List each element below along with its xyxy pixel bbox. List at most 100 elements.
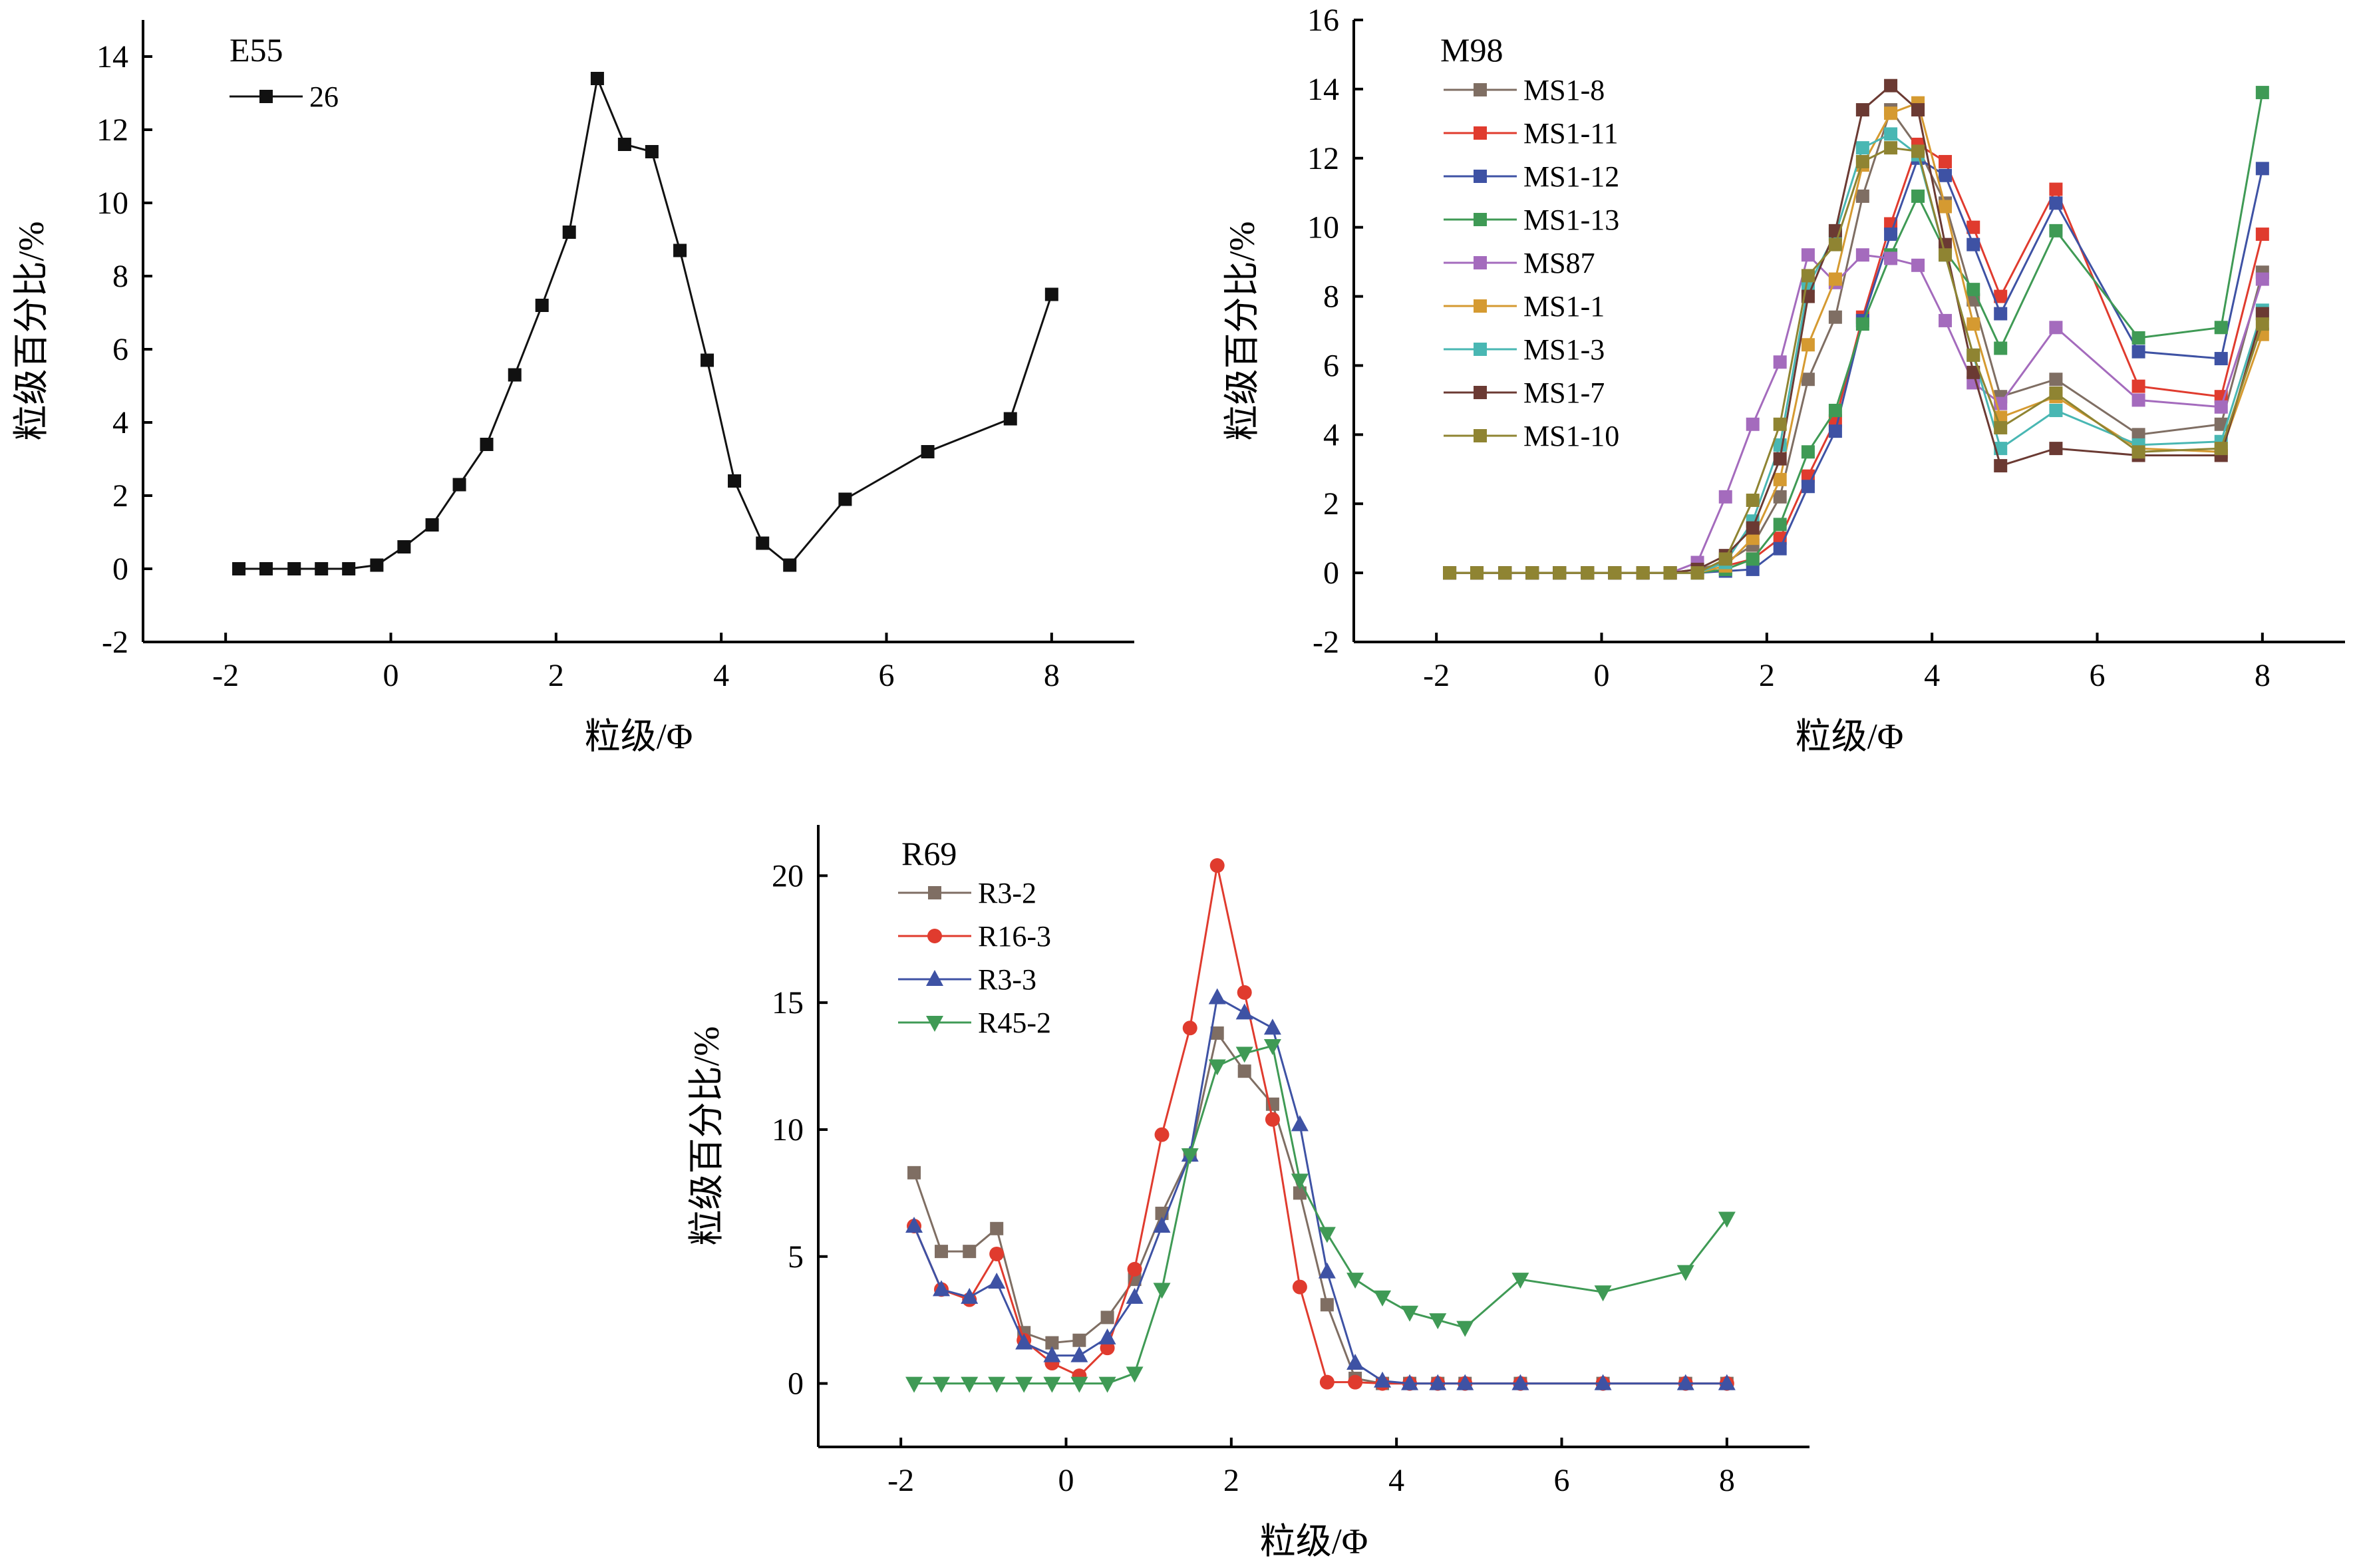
y-tick-label: 10 xyxy=(96,186,128,221)
data-point xyxy=(1884,78,1898,92)
y-tick-label: 12 xyxy=(1307,141,1339,176)
legend-label: MS1-3 xyxy=(1523,333,1605,366)
x-tick-label: 8 xyxy=(1044,658,1060,693)
data-point xyxy=(990,1221,1004,1235)
data-point xyxy=(452,478,466,492)
data-point xyxy=(1043,1376,1061,1393)
legend-entry: R16-3 xyxy=(898,920,1051,953)
data-point xyxy=(935,1245,949,1259)
data-point xyxy=(1884,106,1898,120)
data-point xyxy=(2255,272,2269,286)
data-point xyxy=(838,492,852,506)
data-point xyxy=(1773,490,1787,504)
data-point xyxy=(1153,1283,1171,1299)
x-tick-label: 0 xyxy=(1594,658,1610,693)
x-tick-label: 6 xyxy=(2090,658,2106,693)
data-point xyxy=(1718,552,1732,566)
data-point xyxy=(1263,1039,1281,1056)
data-point xyxy=(1348,1374,1363,1390)
data-point xyxy=(562,226,576,239)
data-point xyxy=(933,1376,951,1393)
data-point xyxy=(1320,1298,1334,1312)
legend-label: MS1-10 xyxy=(1523,420,1619,452)
data-point xyxy=(1966,317,1980,331)
data-point xyxy=(2049,182,2063,196)
legend-label: R3-2 xyxy=(978,877,1036,909)
data-point xyxy=(1994,307,2008,321)
data-point xyxy=(701,353,714,367)
data-point xyxy=(1773,438,1787,452)
chart-panel-r69: 0 5 10 15 20 -2 0 2 4 6 8 粒级/Φ 粒级百分比/% R69 R3-2 R16-3 R3… xyxy=(687,825,1809,1561)
data-point xyxy=(1801,445,1815,459)
panel-title: R69 xyxy=(901,835,957,872)
data-point xyxy=(2049,387,2063,400)
data-point xyxy=(1346,1273,1364,1289)
data-point xyxy=(989,1246,1005,1261)
data-point xyxy=(1855,248,1869,262)
data-point xyxy=(1676,1265,1694,1281)
data-point xyxy=(2255,307,2269,321)
data-point xyxy=(2131,331,2145,345)
data-point xyxy=(1855,141,1869,155)
data-point xyxy=(1126,1287,1144,1304)
data-point xyxy=(1293,1186,1307,1200)
data-point xyxy=(1801,248,1815,262)
data-point xyxy=(1746,532,1760,546)
data-point xyxy=(508,368,522,382)
y-tick-label: 4 xyxy=(112,405,128,440)
legend-marker xyxy=(259,90,273,103)
series-line xyxy=(914,1044,1728,1385)
data-point xyxy=(1746,552,1760,566)
data-point xyxy=(2131,379,2145,393)
data-point xyxy=(1470,566,1484,580)
legend-label: MS1-7 xyxy=(1523,377,1605,409)
y-axis-title: 粒级百分比/% xyxy=(11,222,51,441)
data-point xyxy=(1608,566,1622,580)
data-point xyxy=(1210,1026,1224,1040)
data-point xyxy=(1746,494,1760,508)
y-axis-title: 粒级百分比/% xyxy=(687,1026,726,1246)
data-point xyxy=(1966,348,1980,362)
y-tick-label: 14 xyxy=(1307,72,1339,107)
data-point xyxy=(1718,490,1732,504)
data-point xyxy=(1235,1046,1253,1063)
data-point xyxy=(1855,317,1869,331)
data-point xyxy=(1884,127,1898,141)
x-tick-label: 4 xyxy=(1924,658,1940,693)
data-point xyxy=(1209,858,1225,873)
data-point xyxy=(1127,1261,1142,1277)
data-point xyxy=(961,1287,979,1304)
data-point xyxy=(287,562,301,575)
data-point xyxy=(1855,103,1869,117)
data-point xyxy=(2131,445,2145,459)
data-point xyxy=(1884,251,1898,265)
legend-entry: MS1-1 xyxy=(1444,290,1605,323)
data-point xyxy=(1003,412,1017,426)
legend-marker xyxy=(1474,256,1487,269)
legend-marker xyxy=(927,929,942,943)
data-point xyxy=(905,1376,923,1393)
chart-panel-m98: -2 0 2 4 6 8 10 12 14 16 -2 0 2 4 6 8 粒级/Φ 粒级百分比/% M98 MS1-… xyxy=(1222,3,2345,756)
legend-entry: MS1-3 xyxy=(1444,333,1605,366)
data-point xyxy=(1581,566,1595,580)
legend-entry: MS1-13 xyxy=(1444,204,1619,236)
data-point xyxy=(1773,417,1787,431)
data-point xyxy=(1070,1376,1088,1393)
legend-entry: R3-2 xyxy=(898,877,1036,909)
legend-label: 26 xyxy=(309,80,339,113)
data-point xyxy=(933,1280,951,1297)
data-point xyxy=(1015,1333,1033,1350)
data-point xyxy=(756,536,770,550)
data-point xyxy=(1456,1321,1474,1337)
series-line xyxy=(913,1030,1727,1385)
data-point xyxy=(480,438,494,451)
data-point xyxy=(1237,1064,1251,1078)
data-point xyxy=(425,518,439,532)
data-point xyxy=(1828,424,1842,438)
x-tick-label: 8 xyxy=(2255,658,2271,693)
data-point xyxy=(1456,1374,1474,1390)
chart-panel-e55: -2 0 2 4 6 8 10 12 14 -2 0 2 4 6 8 粒级/Φ 粒级百分比/% E55 26 xyxy=(11,20,1134,756)
data-point xyxy=(2255,228,2269,241)
data-point xyxy=(535,299,549,312)
data-point xyxy=(1773,542,1787,555)
